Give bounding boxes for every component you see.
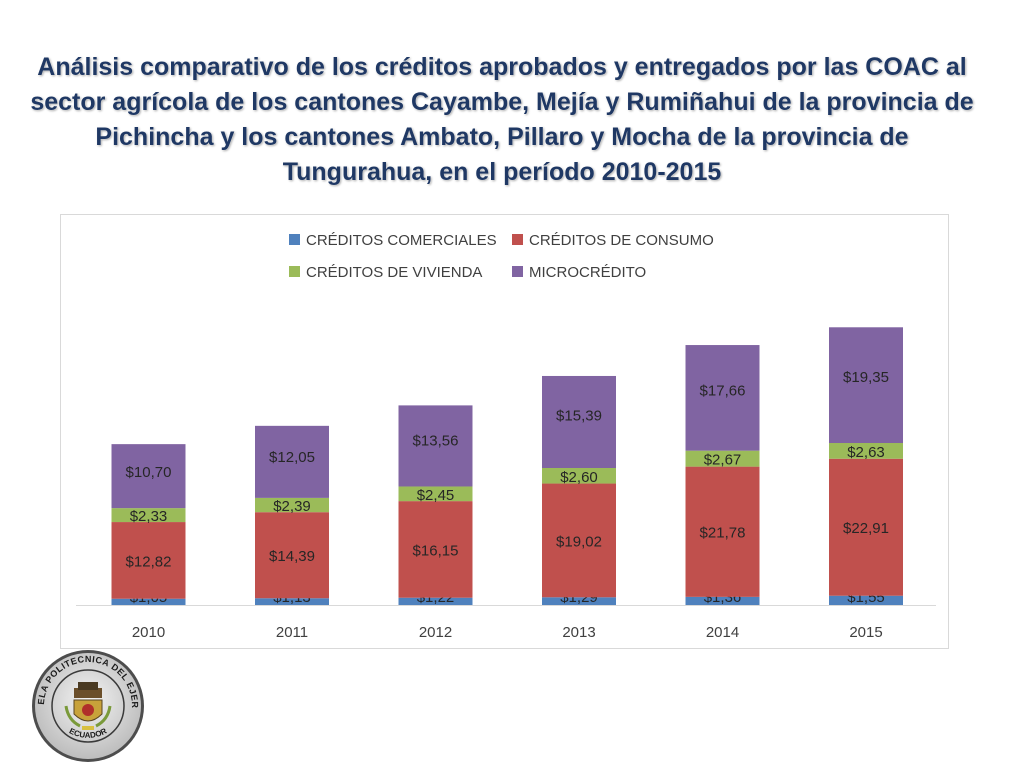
legend-swatch-creditos-de-vivienda [289, 266, 300, 277]
bar-creditos-de-consumo-2012 [398, 501, 473, 598]
bar-creditos-comerciales-2010 [111, 598, 186, 605]
data-label-creditos-de-consumo-2011: $14,39 [269, 548, 315, 565]
x-tick-label-2015: 2015 [849, 624, 882, 641]
seal-ring-text-bottom: ECUADOR [68, 726, 109, 740]
bar-microcredito-2011 [255, 425, 329, 498]
data-label-microcredito-2010: $10,70 [126, 464, 172, 481]
bar-microcredito-2014 [685, 345, 760, 451]
data-label-creditos-de-consumo-2013: $19,02 [556, 533, 602, 550]
bar-creditos-comerciales-2012 [398, 597, 473, 605]
bar-microcredito-2010 [111, 444, 186, 509]
bar-creditos-de-vivienda-2013 [542, 467, 616, 484]
data-label-creditos-de-vivienda-2011: $2,39 [273, 498, 311, 515]
x-tick-label-2013: 2013 [562, 624, 595, 641]
slide-title: Análisis comparativo de los créditos apr… [30, 53, 974, 186]
stacked-bar-chart: CRÉDITOS COMERCIALES CRÉDITOS DE CONSUMO C… [76, 232, 936, 641]
legend-label-creditos-de-vivienda: CRÉDITOS DE VIVIENDA [306, 264, 482, 281]
bar-microcredito-2015 [829, 327, 903, 444]
data-label-microcredito-2012: $13,56 [413, 432, 459, 449]
bar-creditos-de-consumo-2010 [111, 522, 186, 599]
data-label-microcredito-2015: $19,35 [843, 369, 889, 386]
bar-creditos-de-vivienda-2014 [685, 450, 760, 467]
x-tick-label-2011: 2011 [276, 624, 308, 641]
bar-creditos-de-vivienda-2011 [255, 497, 329, 513]
bar-creditos-de-vivienda-2012 [398, 486, 473, 502]
x-tick-label-2014: 2014 [706, 624, 739, 641]
legend-label-creditos-de-consumo: CRÉDITOS DE CONSUMO [529, 232, 714, 249]
data-label-creditos-de-consumo-2014: $21,78 [700, 525, 746, 542]
x-tick-label-2010: 2010 [132, 624, 165, 641]
data-label-microcredito-2013: $15,39 [556, 408, 602, 425]
bar-microcredito-2013 [542, 375, 616, 468]
bar-creditos-de-consumo-2013 [542, 483, 616, 598]
university-seal-logo: ESCUELA POLITECNICA DEL EJERCITO ECUADOR [26, 640, 146, 764]
x-tick-label-2012: 2012 [419, 624, 452, 641]
svg-text:ECUADOR: ECUADOR [68, 726, 109, 740]
data-label-creditos-de-vivienda-2013: $2,60 [560, 469, 598, 486]
data-label-creditos-de-consumo-2012: $16,15 [413, 542, 459, 559]
legend-label-creditos-comerciales: CRÉDITOS COMERCIALES [306, 232, 497, 249]
data-label-creditos-de-vivienda-2015: $2,63 [847, 444, 885, 461]
legend-swatch-creditos-comerciales [289, 234, 300, 245]
bar-creditos-comerciales-2013 [542, 597, 616, 605]
bar-creditos-de-consumo-2011 [255, 512, 329, 599]
bar-microcredito-2012 [398, 405, 473, 487]
data-label-creditos-de-consumo-2015: $22,91 [843, 520, 889, 537]
bar-creditos-de-vivienda-2015 [829, 443, 903, 459]
bar-creditos-comerciales-2015 [829, 595, 903, 605]
data-label-creditos-de-vivienda-2014: $2,67 [704, 452, 742, 469]
bar-creditos-comerciales-2011 [255, 598, 329, 605]
bar-creditos-de-consumo-2014 [685, 466, 760, 597]
chart-area: CRÉDITOS COMERCIALES CRÉDITOS DE CONSUMO C… [60, 214, 949, 649]
data-label-creditos-de-vivienda-2012: $2,45 [417, 487, 455, 504]
data-label-creditos-de-consumo-2010: $12,82 [126, 553, 172, 570]
legend-label-microcredito: MICROCRÉDITO [529, 264, 646, 281]
bar-creditos-de-consumo-2015 [829, 458, 903, 596]
legend-swatch-creditos-de-consumo [512, 234, 523, 245]
legend-swatch-microcredito [512, 266, 523, 277]
data-label-creditos-de-vivienda-2010: $2,33 [130, 508, 168, 525]
bar-creditos-de-vivienda-2010 [111, 508, 186, 523]
data-label-microcredito-2014: $17,66 [700, 382, 746, 399]
data-label-microcredito-2011: $12,05 [269, 449, 315, 466]
bar-creditos-comerciales-2014 [685, 596, 760, 605]
